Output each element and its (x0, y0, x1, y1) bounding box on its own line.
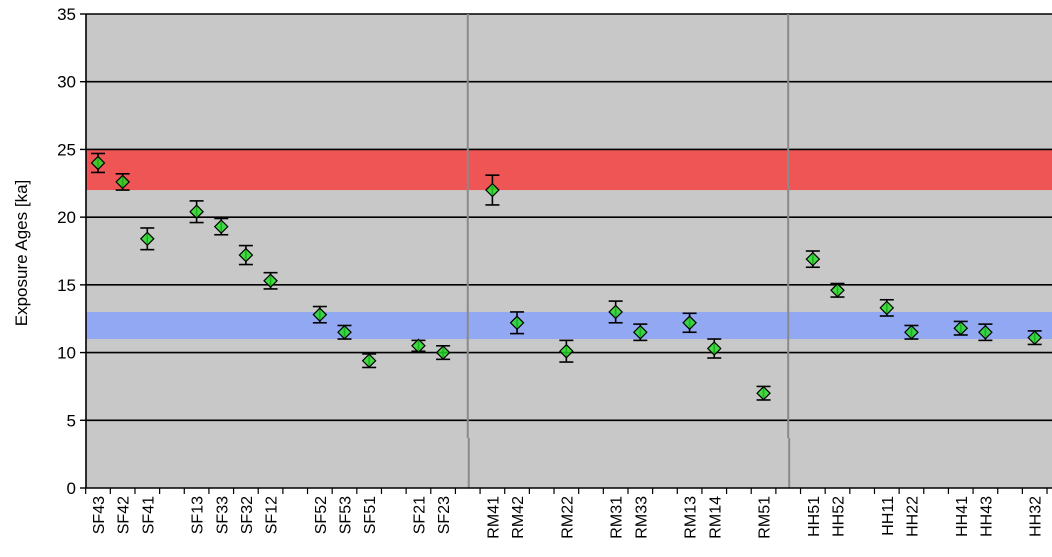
diamond-marker (1027, 330, 1043, 346)
data-point-rm41 (485, 174, 500, 206)
plot-background (86, 14, 1052, 488)
x-tick-label-hh11: HH11 (880, 496, 897, 536)
diamond-marker (213, 219, 229, 234)
data-point-rm22 (559, 339, 574, 363)
diamond-marker (238, 247, 254, 263)
data-point-rm42 (509, 311, 525, 335)
x-tick-label-rm41: RM41 (485, 496, 502, 539)
x-tick-label-rm42: RM42 (510, 496, 527, 539)
y-tick-label-10: 10 (57, 344, 76, 363)
data-point-sf23 (435, 344, 451, 361)
x-tick-label-sf42: SF42 (116, 496, 133, 534)
diamond-marker (263, 273, 278, 289)
diamond-marker (682, 315, 697, 331)
data-point-sf42 (115, 173, 130, 191)
x-tick-label-hh52: HH52 (831, 496, 848, 537)
x-tick-label-sf12: SF12 (264, 496, 281, 534)
data-point-rm14 (706, 338, 722, 359)
data-point-sf32 (238, 244, 254, 266)
data-point-sf51 (361, 353, 377, 369)
x-tick-label-hh22: HH22 (904, 496, 921, 537)
x-tick-label-sf52: SF52 (313, 496, 330, 534)
diamond-marker (90, 155, 106, 171)
data-point-sf33 (213, 217, 229, 236)
data-point-rm33 (632, 323, 648, 342)
diamond-marker (411, 338, 426, 354)
diamond-marker (337, 324, 352, 340)
diamond-marker (879, 300, 895, 316)
data-point-hh22 (904, 324, 919, 340)
diamond-marker (978, 324, 993, 340)
diamond-marker (115, 174, 130, 190)
x-tick-label-rm33: RM33 (633, 496, 650, 539)
y-tick-label-35: 35 (57, 5, 76, 24)
y-tick-label-0: 0 (67, 479, 76, 498)
diamond-marker (559, 343, 574, 359)
data-point-hh52 (830, 282, 845, 298)
x-tick-label-hh32: HH32 (1028, 496, 1045, 537)
diamond-marker (756, 385, 771, 401)
y-tick-label-5: 5 (67, 411, 76, 430)
x-tick-label-hh41: HH41 (954, 496, 971, 537)
x-tick-label-rm13: RM13 (683, 496, 700, 539)
x-tick-label-rm31: RM31 (609, 496, 626, 539)
data-point-hh43 (978, 323, 993, 342)
x-tick-label-hh43: HH43 (978, 496, 995, 537)
red-band (86, 149, 1052, 191)
diamond-marker (189, 204, 204, 220)
diamond-marker (509, 315, 525, 331)
y-axis-title: Exposure Ages [ka] (12, 180, 31, 326)
data-point-sf12 (263, 271, 278, 290)
diamond-marker (632, 324, 648, 340)
diamond-marker (312, 307, 328, 322)
diamond-marker (805, 251, 821, 267)
data-point-hh32 (1027, 330, 1043, 346)
data-point-sf43 (90, 152, 106, 174)
x-tick-label-sf53: SF53 (338, 496, 355, 534)
x-tick-label-sf33: SF33 (214, 496, 231, 534)
x-tick-label-rm14: RM14 (707, 496, 724, 539)
data-point-sf21 (411, 338, 426, 354)
x-tick-label-sf23: SF23 (436, 496, 453, 534)
x-axis: SF43 SF42 SF41 SF13 SF33 SF32 SF12 SF52 SF53 SF51… (85, 487, 1052, 539)
data-point-rm13 (682, 312, 697, 334)
x-tick-label-sf21: SF21 (411, 496, 428, 534)
x-tick-label-sf51: SF51 (362, 496, 379, 534)
y-axis: 0 5 10 15 20 25 30 35 (57, 5, 87, 498)
diamond-marker (904, 324, 919, 340)
x-tick-label-rm22: RM22 (559, 496, 576, 539)
data-point-hh41 (953, 320, 969, 336)
y-tick-label-30: 30 (57, 73, 76, 92)
data-point-hh51 (805, 250, 821, 269)
y-tick-label-25: 25 (57, 140, 76, 159)
diamond-marker (485, 182, 500, 198)
data-point-sf13 (189, 200, 204, 224)
diamond-marker (361, 353, 377, 369)
diamond-marker (608, 304, 623, 320)
data-point-rm51 (756, 385, 771, 401)
diamond-marker (830, 282, 845, 298)
x-tick-label-sf43: SF43 (91, 496, 108, 534)
plot-area (86, 13, 1052, 488)
diamond-marker (953, 320, 969, 336)
diamond-marker (139, 231, 155, 247)
data-point-sf41 (139, 227, 155, 251)
y-tick-label-15: 15 (57, 276, 76, 295)
y-tick-label-20: 20 (57, 208, 76, 227)
x-tick-label-sf41: SF41 (140, 496, 157, 534)
data-point-hh11 (879, 298, 895, 317)
data-point-sf53 (337, 324, 352, 340)
diamond-marker (706, 341, 722, 356)
x-tick-label-rm51: RM51 (757, 496, 774, 539)
x-tick-label-sf13: SF13 (190, 496, 207, 534)
diamond-marker (435, 345, 451, 360)
x-tick-label-sf32: SF32 (239, 496, 256, 534)
data-point-rm31 (608, 300, 623, 324)
x-tick-label-hh51: HH51 (806, 496, 823, 537)
data-point-sf52 (312, 305, 328, 324)
